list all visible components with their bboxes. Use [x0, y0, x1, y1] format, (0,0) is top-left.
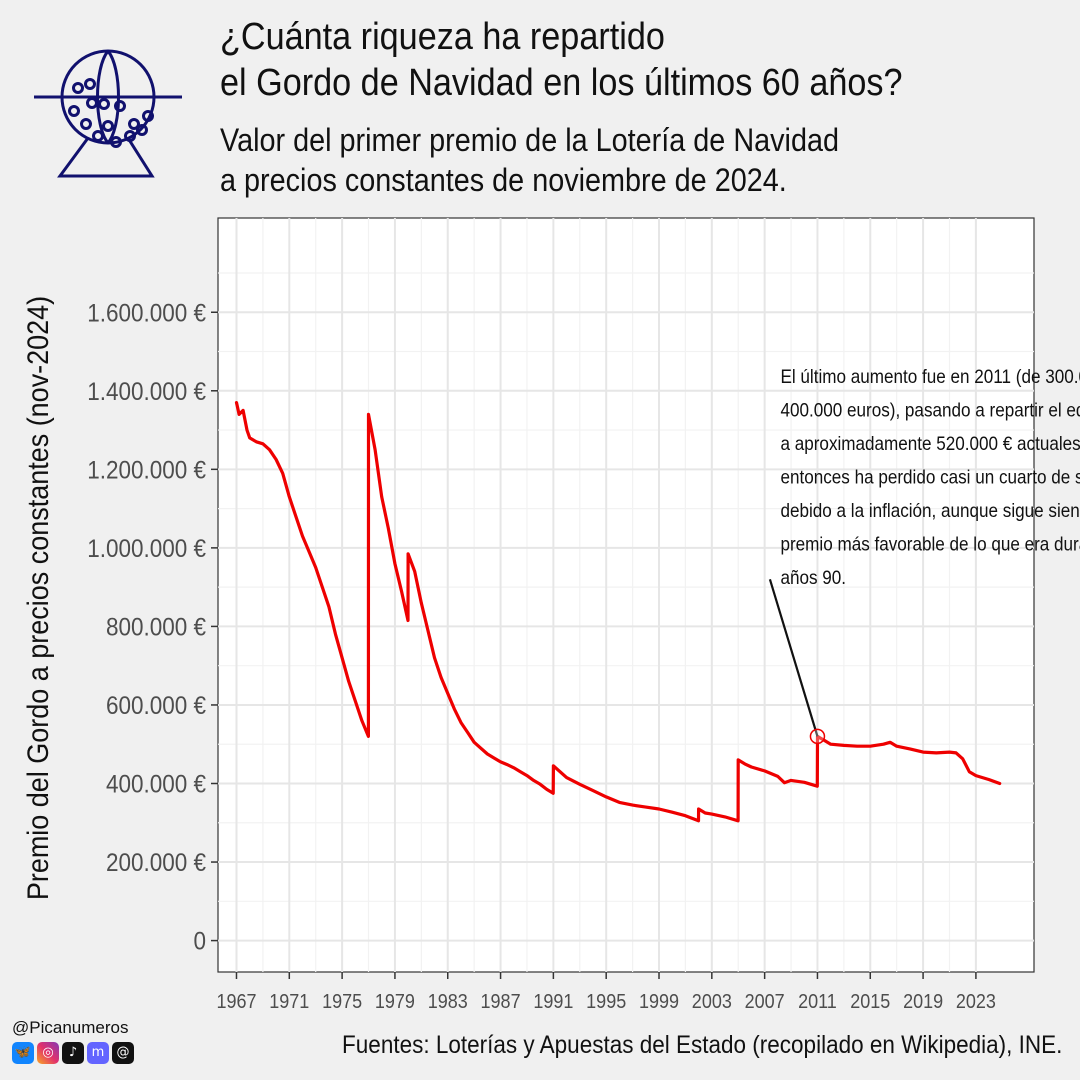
- y-tick-label: 200.000 €: [106, 849, 206, 877]
- x-axis: 1967 1971 1975 1979 1983 1987 1991 1995 1999 2003…: [216, 972, 996, 1013]
- x-tick-label: 2011: [798, 991, 837, 1013]
- y-tick-label: 1.200.000 €: [87, 456, 206, 484]
- mastodon-icon: m: [87, 1042, 109, 1064]
- y-tick-label: 400.000 €: [106, 770, 206, 798]
- y-axis-label: Premio del Gordo a precios constantes (n…: [22, 296, 56, 900]
- x-tick-label: 2019: [903, 991, 943, 1013]
- y-tick-label: 1.000.000 €: [87, 535, 206, 563]
- y-tick-label: 0: [193, 928, 206, 956]
- annotation-arrow: [768, 578, 819, 737]
- x-tick-label: 1983: [428, 991, 468, 1013]
- annotation: El último aumento fue en 2011 (de 300.00…: [768, 366, 1080, 745]
- annotation-line: años 90.: [780, 567, 846, 588]
- threads-icon: @: [112, 1042, 134, 1064]
- annotation-line: premio más favorable de lo que era duran…: [780, 534, 1080, 555]
- x-tick-label: 1971: [269, 991, 309, 1013]
- x-tick-label: 1979: [375, 991, 415, 1013]
- y-tick-label: 1.600.000 €: [87, 299, 206, 327]
- lottery-drum-icon: [34, 49, 182, 178]
- series-line-gordo: [234, 401, 1002, 823]
- tiktok-icon: ♪: [62, 1042, 84, 1064]
- annotation-highlight-point: [809, 728, 826, 745]
- annotation-line: entonces ha perdido casi un cuarto de su…: [780, 467, 1080, 488]
- y-tick-label: 600.000 €: [106, 692, 206, 720]
- x-tick-label: 1999: [639, 991, 679, 1013]
- y-tick-label: 1.400.000 €: [87, 378, 206, 406]
- plot-panel: [217, 217, 1035, 973]
- annotation-text: El último aumento fue en 2011 (de 300.00…: [780, 366, 1080, 588]
- x-tick-label: 2007: [745, 991, 785, 1013]
- title-line-1: ¿Cuánta riqueza ha repartido: [220, 16, 665, 58]
- title-line-2: el Gordo de Navidad en los últimos 60 añ…: [220, 62, 903, 104]
- x-tick-label: 1967: [216, 991, 256, 1013]
- x-tick-label: 2003: [692, 991, 732, 1013]
- chart-title: ¿Cuánta riqueza ha repartido el Gordo de…: [220, 14, 976, 106]
- annotation-line: 400.000 euros), pasando a repartir el eq…: [780, 400, 1080, 421]
- social-handle: @Picanumeros: [12, 1018, 129, 1037]
- annotation-line: El último aumento fue en 2011 (de 300.00…: [780, 366, 1080, 387]
- annotation-line: debido a la inflación, aunque sigue sien…: [780, 500, 1080, 521]
- x-tick-label: 2015: [850, 991, 890, 1013]
- minor-gridlines: [218, 218, 1034, 972]
- annotation-line: a aproximadamente 520.000 € actuales. De…: [780, 433, 1080, 454]
- x-tick-label: 1987: [481, 991, 521, 1013]
- y-axis: 0 200.000 € 400.000 € 600.000 € 800.000 € 1.0…: [87, 299, 218, 956]
- x-tick-label: 1991: [533, 991, 573, 1013]
- bluesky-icon: 🦋: [12, 1042, 34, 1064]
- x-tick-label: 1975: [322, 991, 362, 1013]
- sources-caption: Fuentes: Loterías y Apuestas del Estado …: [341, 1031, 1062, 1059]
- chart-subtitle: Valor del primer premio de la Lotería de…: [220, 120, 994, 200]
- x-tick-label: 2023: [956, 991, 996, 1013]
- x-tick-label: 1995: [586, 991, 626, 1013]
- y-tick-label: 800.000 €: [106, 613, 206, 641]
- social-icons: 🦋 ◎ ♪ m @: [12, 1042, 134, 1064]
- subtitle-line-1: Valor del primer premio de la Lotería de…: [220, 122, 839, 158]
- subtitle-line-2: a precios constantes de noviembre de 202…: [220, 162, 787, 198]
- major-gridlines: [218, 218, 1034, 972]
- instagram-icon: ◎: [37, 1042, 59, 1064]
